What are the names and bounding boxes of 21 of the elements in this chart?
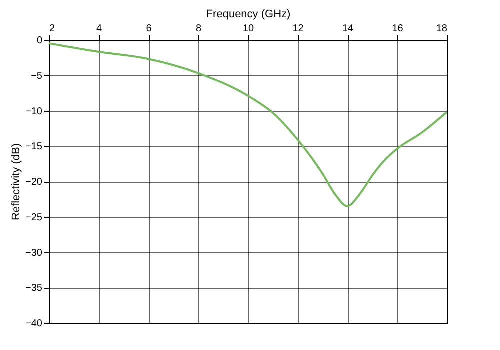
x-tick-label: 18 xyxy=(436,24,448,34)
x-tick-label: 12 xyxy=(292,24,304,34)
y-tick-label: −10 xyxy=(26,106,43,118)
y-tick-label: −40 xyxy=(26,318,43,330)
x-tick-label: 2 xyxy=(50,24,56,34)
x-axis-title: Frequency (GHz) xyxy=(206,8,291,20)
line-series xyxy=(48,42,448,208)
y-tick-label: −5 xyxy=(31,70,43,82)
y-tick-label: 0 xyxy=(36,36,43,46)
x-tick-label: 6 xyxy=(146,24,152,34)
y-tick-label: −20 xyxy=(26,177,43,188)
x-tick-label: 4 xyxy=(96,24,102,34)
y-tick-label: −30 xyxy=(26,248,43,259)
y-tick-label: −25 xyxy=(26,212,43,224)
x-tick-label: 8 xyxy=(196,24,202,34)
y-tick-label: −35 xyxy=(26,283,43,294)
y-axis-title: Reflectivity (dB) xyxy=(10,143,23,221)
x-tick-label: 16 xyxy=(392,24,404,34)
y-tick-label: −15 xyxy=(26,142,43,153)
x-tick-label: 10 xyxy=(242,24,254,34)
x-tick-label: 14 xyxy=(342,24,354,34)
